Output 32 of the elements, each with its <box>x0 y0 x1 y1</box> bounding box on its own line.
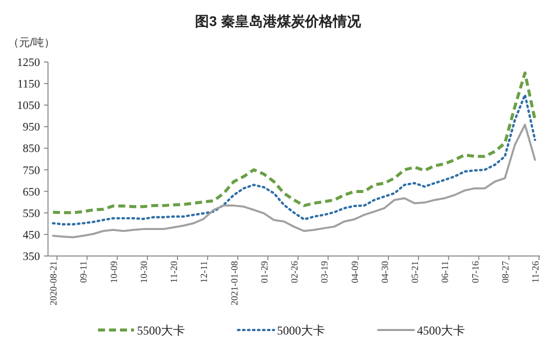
legend-label: 5500大卡 <box>137 324 185 338</box>
x-tick-label: 08-27 <box>501 260 512 284</box>
y-tick-label: 550 <box>22 208 40 220</box>
y-tick-label: 750 <box>22 164 40 177</box>
y-tick-label: 650 <box>22 186 40 198</box>
y-tick-label: 950 <box>22 122 40 134</box>
x-tick-label: 10-09 <box>110 260 120 284</box>
x-tick-label: 04-30 <box>380 260 391 284</box>
x-tick-label: 03-19 <box>320 260 331 284</box>
y-tick-label: 350 <box>22 251 40 263</box>
x-tick-label: 2020-08-21 <box>50 260 60 306</box>
y-tick-label: 850 <box>22 143 40 156</box>
x-tick-label: 06-11 <box>441 260 452 283</box>
x-tick-label: 02-26 <box>290 260 300 284</box>
x-tick-label: 09-11 <box>80 260 90 283</box>
x-tick-label: 12-11 <box>200 260 210 283</box>
x-tick-label: 11-26 <box>532 260 542 283</box>
y-tick-label: 1050 <box>17 100 40 112</box>
x-tick-label: 2021-01-08 <box>230 260 240 306</box>
x-tick-label: 04-09 <box>350 260 361 284</box>
legend-label: 4500大卡 <box>417 324 465 338</box>
x-tick-label: 11-20 <box>170 260 180 283</box>
x-tick-label: 01-29 <box>260 260 270 284</box>
x-tick-label: 05-21 <box>411 260 421 284</box>
chart-title: 图3 秦皇岛港煤炭价格情况 <box>195 13 362 29</box>
legend-label: 5000大卡 <box>277 324 325 338</box>
y-tick-label: 450 <box>22 229 40 242</box>
y-tick-label: 1250 <box>17 57 40 69</box>
x-tick-label: 07-16 <box>471 260 482 284</box>
y-axis-title: （元/吨） <box>8 36 56 49</box>
y-tick-label: 1150 <box>17 78 40 91</box>
x-tick-label: 10-30 <box>140 260 150 284</box>
